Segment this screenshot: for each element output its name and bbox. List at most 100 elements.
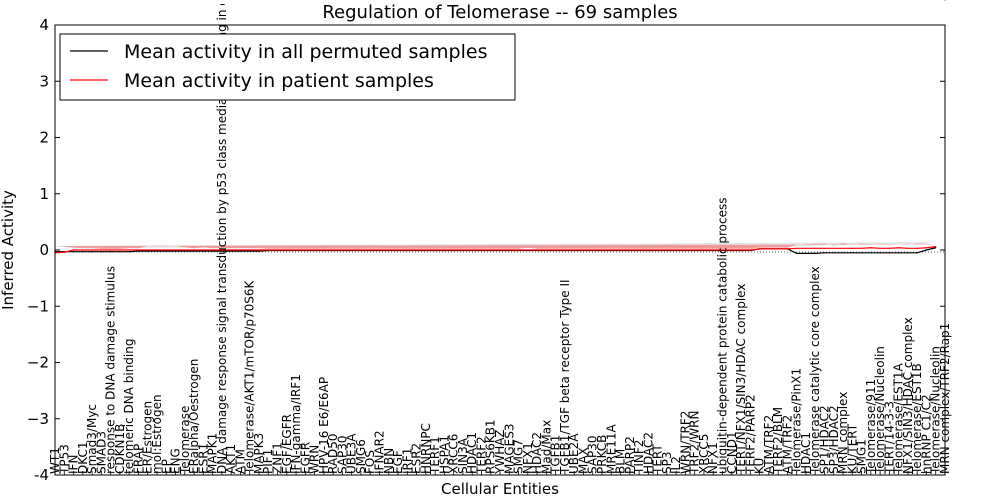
point-patient-49 xyxy=(508,249,510,251)
point-patient-76 xyxy=(758,248,761,250)
point-patient-10 xyxy=(147,249,149,251)
point-patient-18 xyxy=(221,249,223,251)
y-tick-label-3: −1 xyxy=(27,297,49,315)
point-permuted-84 xyxy=(833,252,835,254)
point-patient-51 xyxy=(527,249,529,251)
point-permuted-83 xyxy=(823,252,826,254)
y-tick-label-8: 4 xyxy=(39,16,49,34)
point-patient-72 xyxy=(721,249,724,251)
point-patient-41 xyxy=(434,249,436,251)
x-tick-label-66: SP3 xyxy=(660,452,674,475)
x-tick-label-71: NFX1 xyxy=(706,442,720,474)
point-patient-36 xyxy=(388,249,390,251)
point-permuted-80 xyxy=(796,252,798,254)
point-patient-92 xyxy=(907,247,909,249)
point-patient-50 xyxy=(517,249,520,251)
point-patient-48 xyxy=(499,249,501,251)
x-tick-label-62: PARP2 xyxy=(623,436,637,474)
x-tick-label-86: KU/TERT xyxy=(845,423,859,474)
point-patient-22 xyxy=(258,249,260,251)
x-tick-label-56: UBE2A xyxy=(567,433,581,474)
x-tick-label-28: WRN xyxy=(308,445,322,474)
point-permuted-6 xyxy=(110,251,112,253)
axes-frame xyxy=(54,24,946,476)
x-tick-label-17: MAPK1 xyxy=(206,433,220,474)
point-patient-43 xyxy=(453,249,455,251)
point-permuted-88 xyxy=(870,252,872,254)
x-tick-label-7: CDKN1B xyxy=(113,424,127,474)
x-tick-label-4: Smad3/Myc xyxy=(85,404,99,474)
point-patient-29 xyxy=(323,249,325,251)
x-tick-label-5: SMAD3 xyxy=(94,431,108,474)
point-patient-5 xyxy=(100,249,102,251)
point-permuted-7 xyxy=(119,251,121,253)
point-permuted-3 xyxy=(82,251,84,253)
x-tick-label-15: ERalpha/Oestrogen xyxy=(187,359,201,474)
point-patient-14 xyxy=(184,249,186,251)
x-tick-label-18: DNA damage response signal transduction … xyxy=(215,0,229,474)
point-patient-26 xyxy=(295,249,297,251)
x-tick-label-13: ENG xyxy=(169,448,183,474)
plot-area: -4 −3 −2 −1 0 1 2 3 4WT1TP53IFNDKC1Smad3/MycSMAD… xyxy=(27,0,952,484)
point-patient-19 xyxy=(230,249,232,251)
x-tick-label-26: IFN-gamma/IRF1 xyxy=(289,374,303,474)
x-tick-label-12: EP xyxy=(159,459,173,474)
point-patient-39 xyxy=(415,249,418,251)
chart-title: Regulation of Telomerase -- 69 samples xyxy=(322,2,677,23)
point-patient-42 xyxy=(443,249,445,251)
x-tick-label-30: RAD50 xyxy=(326,433,340,474)
point-permuted-95 xyxy=(935,247,937,249)
point-patient-65 xyxy=(657,249,659,251)
series-line-patient xyxy=(54,246,936,254)
point-permuted-16 xyxy=(202,250,204,252)
x-tick-label-6: response to DNA damage stimulus xyxy=(104,266,118,474)
x-tick-label-23: PIF1 xyxy=(261,449,275,474)
x-tick-label-84: SP3/HDAC2 xyxy=(827,405,841,474)
point-permuted-17 xyxy=(212,250,214,252)
legend-label-patient: Mean activity in patient samples xyxy=(124,70,434,92)
point-patient-3 xyxy=(82,249,84,251)
point-patient-9 xyxy=(137,249,140,251)
point-patient-53 xyxy=(545,249,547,251)
x-tick-label-45: HDAC1 xyxy=(465,432,479,474)
point-patient-68 xyxy=(684,249,687,251)
point-patient-75 xyxy=(749,249,751,251)
point-patient-20 xyxy=(239,249,242,251)
point-patient-82 xyxy=(814,247,816,249)
x-tick-label-34: FOS xyxy=(363,450,377,474)
x-tick-label-80: Telomerase/PinX1 xyxy=(790,368,804,475)
x-tick-label-67: IL2 xyxy=(669,456,683,474)
point-patient-59 xyxy=(601,249,603,251)
x-tick-label-39: ESR2 xyxy=(410,443,424,474)
point-permuted-14 xyxy=(184,250,186,252)
x-tick-label-24: ZNF1 xyxy=(271,442,285,474)
point-permuted-12 xyxy=(165,250,167,252)
point-permuted-21 xyxy=(249,250,251,252)
x-tick-label-68: WRN/TRF2 xyxy=(678,411,692,474)
point-patient-35 xyxy=(378,249,381,251)
x-tick-label-77: ATM/TRF2 xyxy=(762,415,776,474)
y-tick-label-1: −3 xyxy=(27,410,49,428)
point-patient-86 xyxy=(851,247,853,249)
point-patient-84 xyxy=(833,247,835,249)
point-patient-6 xyxy=(110,249,112,251)
point-patient-56 xyxy=(573,249,575,251)
y-tick-label-6: 2 xyxy=(39,129,49,147)
x-tick-label-11: mol:Estrogen xyxy=(150,394,164,474)
x-tick-label-88: Telomerase/911 xyxy=(864,379,878,475)
point-patient-88 xyxy=(870,247,872,249)
point-permuted-85 xyxy=(842,252,844,254)
x-tick-label-27: EGFR xyxy=(298,442,312,474)
point-patient-79 xyxy=(786,248,788,250)
point-patient-25 xyxy=(286,249,288,251)
x-tick-label-85: MRN complex xyxy=(836,392,850,474)
x-tick-label-94: hnRNP C1/C2 xyxy=(919,394,933,474)
point-permuted-87 xyxy=(860,252,863,254)
point-patient-45 xyxy=(471,249,473,251)
x-tick-label-1: TP53 xyxy=(57,444,71,475)
x-tick-label-32: UBE3A xyxy=(345,433,359,474)
x-tick-label-91: Telomerase/EST1A xyxy=(892,362,906,475)
point-permuted-10 xyxy=(147,250,149,252)
point-patient-11 xyxy=(156,249,158,251)
